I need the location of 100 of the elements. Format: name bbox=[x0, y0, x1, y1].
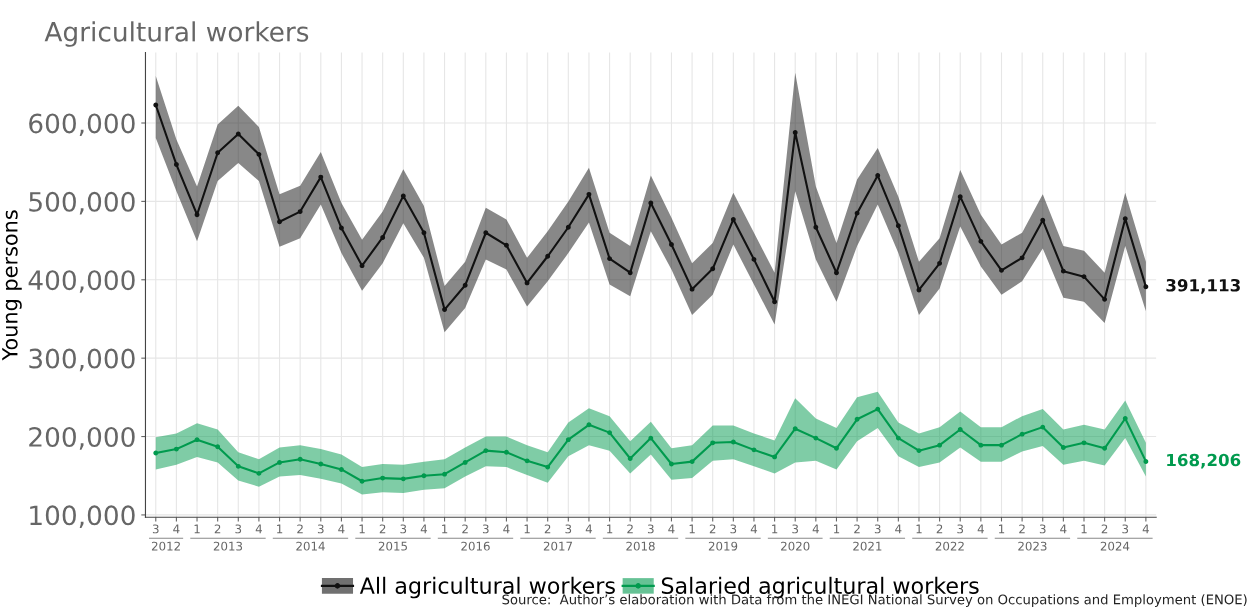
point bbox=[359, 263, 365, 269]
x-tick-label: 4 bbox=[750, 524, 758, 534]
text: 2021 bbox=[853, 541, 882, 551]
point bbox=[462, 282, 468, 288]
x-tick-label: 3 bbox=[235, 524, 242, 534]
point bbox=[504, 449, 509, 455]
point bbox=[1122, 216, 1128, 222]
point bbox=[524, 458, 530, 464]
x-tick-label: 3 bbox=[482, 524, 489, 534]
point bbox=[194, 212, 200, 218]
point bbox=[854, 210, 860, 216]
data-label: 391,113 bbox=[1166, 278, 1240, 294]
text: 2018 bbox=[626, 541, 655, 551]
point bbox=[173, 446, 179, 452]
x-tick-label: 1 bbox=[772, 524, 778, 534]
point bbox=[689, 286, 695, 292]
point bbox=[669, 461, 674, 467]
x-tick-label: 3 bbox=[1122, 524, 1129, 534]
text: 2023 bbox=[1018, 541, 1047, 551]
point bbox=[256, 470, 262, 476]
point bbox=[916, 448, 922, 454]
point bbox=[978, 238, 984, 244]
text: 2016 bbox=[461, 541, 490, 551]
x-tick-label: 3 bbox=[152, 524, 159, 534]
text: 2020 bbox=[781, 541, 810, 551]
y-tick-label: 200,000 bbox=[29, 426, 135, 450]
text: 2022 bbox=[935, 541, 964, 551]
point bbox=[400, 193, 406, 199]
x-tick-label: 3 bbox=[874, 524, 881, 534]
point bbox=[895, 435, 901, 441]
point bbox=[627, 270, 633, 276]
y-tick-label: 600,000 bbox=[29, 113, 135, 137]
text: 2012 bbox=[151, 541, 180, 551]
point bbox=[215, 444, 221, 450]
y-tick-label: 400,000 bbox=[28, 270, 135, 293]
x-tick-label: 4 bbox=[255, 524, 263, 534]
point bbox=[772, 454, 778, 460]
point bbox=[235, 131, 241, 137]
point bbox=[462, 459, 468, 465]
point bbox=[648, 435, 654, 441]
point bbox=[153, 450, 159, 456]
point bbox=[504, 242, 509, 248]
point bbox=[421, 230, 427, 236]
point bbox=[1060, 445, 1066, 450]
point bbox=[1040, 217, 1046, 223]
point bbox=[545, 464, 551, 470]
x-tick-label: 1 bbox=[607, 524, 613, 534]
x-tick-label: 3 bbox=[317, 524, 324, 534]
x-tick-label: 1 bbox=[999, 524, 1005, 534]
point bbox=[545, 253, 551, 259]
text: 2017 bbox=[543, 541, 573, 551]
point bbox=[400, 476, 406, 482]
x-tick-label: 3 bbox=[400, 524, 407, 534]
point bbox=[648, 200, 654, 206]
y-axis-title: Young persons bbox=[2, 210, 22, 361]
text: 2014 bbox=[296, 541, 325, 551]
point bbox=[1040, 424, 1046, 430]
point bbox=[297, 456, 303, 462]
point bbox=[277, 459, 282, 465]
x-tick-label: 4 bbox=[503, 524, 510, 534]
point bbox=[937, 442, 943, 448]
point bbox=[710, 266, 716, 272]
point bbox=[338, 467, 344, 472]
point bbox=[730, 216, 736, 222]
point bbox=[565, 437, 571, 443]
x-tick-label: 1 bbox=[916, 524, 922, 534]
point bbox=[627, 456, 633, 461]
point bbox=[153, 102, 159, 108]
x-tick-label: 1 bbox=[1081, 524, 1087, 534]
x-tick-label: 1 bbox=[689, 524, 695, 534]
x-tick-label: 3 bbox=[647, 524, 654, 534]
point bbox=[895, 223, 901, 229]
point bbox=[1081, 274, 1087, 280]
point bbox=[173, 162, 179, 167]
data-label: 168,206 bbox=[1167, 453, 1241, 469]
x-tick-label: 4 bbox=[585, 524, 593, 534]
x-tick-label: 2 bbox=[462, 524, 468, 534]
point bbox=[875, 406, 881, 412]
point bbox=[957, 427, 963, 432]
point bbox=[1060, 268, 1066, 274]
point bbox=[937, 260, 943, 266]
x-tick-label: 1 bbox=[834, 524, 840, 534]
point bbox=[380, 475, 386, 481]
point bbox=[1102, 296, 1108, 302]
point bbox=[359, 478, 365, 484]
chart-title: Agricultural workers bbox=[44, 21, 309, 47]
point bbox=[483, 448, 489, 454]
point bbox=[792, 129, 798, 135]
point bbox=[916, 287, 922, 293]
point bbox=[586, 422, 592, 428]
point bbox=[256, 151, 262, 157]
x-tick-label: 2 bbox=[627, 524, 633, 534]
point bbox=[813, 435, 819, 441]
x-tick-label: 2 bbox=[214, 524, 221, 534]
point bbox=[607, 256, 613, 262]
point bbox=[194, 437, 200, 443]
x-tick-label: 3 bbox=[957, 524, 964, 534]
point bbox=[957, 194, 963, 200]
point bbox=[689, 459, 695, 465]
x-tick-label: 4 bbox=[173, 524, 180, 534]
